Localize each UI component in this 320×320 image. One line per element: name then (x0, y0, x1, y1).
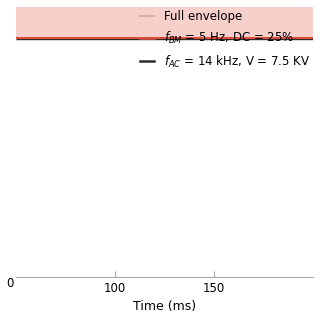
Legend: Full envelope, $f_{BM}$ = 5 Hz, DC = 25%, $f_{AC}$ = 14 kHz, V = 7.5 KV: Full envelope, $f_{BM}$ = 5 Hz, DC = 25%… (140, 10, 310, 69)
Text: 0: 0 (7, 276, 14, 290)
X-axis label: Time (ms): Time (ms) (133, 300, 196, 313)
